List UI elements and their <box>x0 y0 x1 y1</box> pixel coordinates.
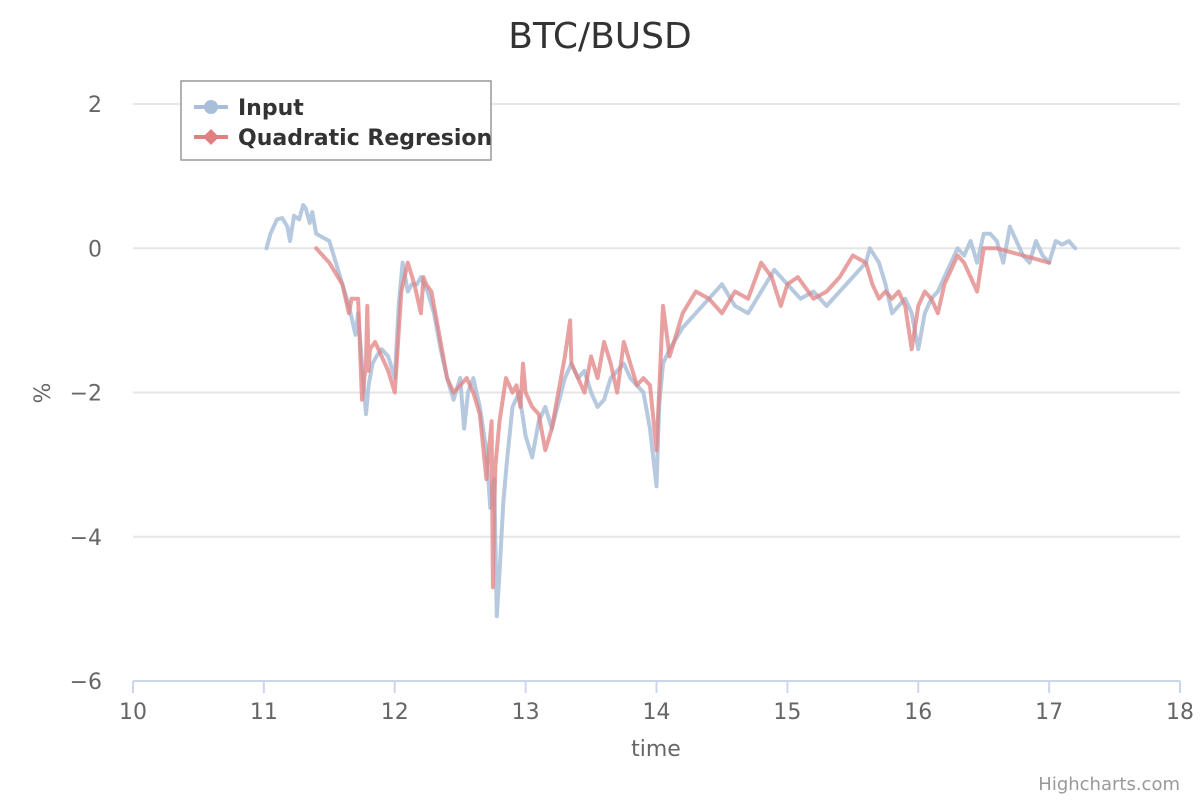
x-tick-label: 13 <box>512 700 540 725</box>
x-tick-label: 15 <box>773 700 801 725</box>
legend[interactable]: Input Quadratic Regresion <box>180 80 492 161</box>
series-line-regression[interactable] <box>314 246 1052 590</box>
y-tick-label: 0 <box>88 237 102 262</box>
legend-item-regression[interactable]: Quadratic Regresion <box>194 126 492 151</box>
y-tick-label: −4 <box>70 526 102 551</box>
legend-marker-diamond-icon <box>203 129 219 145</box>
legend-marker-circle-icon <box>204 100 218 114</box>
chart-title: BTC/BUSD <box>508 16 691 57</box>
series-layer <box>264 203 1078 619</box>
x-tick-label: 10 <box>119 700 147 725</box>
x-tick-label: 11 <box>250 700 278 725</box>
legend-label-regression: Quadratic Regresion <box>238 126 492 151</box>
legend-label-input: Input <box>238 96 304 121</box>
legend-item-input[interactable]: Input <box>194 96 304 121</box>
x-tick-label: 12 <box>381 700 409 725</box>
y-tick-labels: −6 −4 −2 0 2 <box>70 93 102 695</box>
y-tick-label: −2 <box>70 382 102 407</box>
x-axis: 10 11 12 13 14 15 16 17 18 <box>119 680 1194 725</box>
x-tick-label: 17 <box>1035 700 1063 725</box>
x-tick-label: 14 <box>643 700 671 725</box>
x-axis-title: time <box>631 737 681 762</box>
x-tick-label: 16 <box>904 700 932 725</box>
y-axis-title: % <box>31 383 56 404</box>
y-tick-label: −6 <box>70 670 102 695</box>
legend-box <box>180 80 492 161</box>
x-tick-label: 18 <box>1166 700 1194 725</box>
y-tick-label: 2 <box>88 93 102 118</box>
credits-link[interactable]: Highcharts.com <box>1038 774 1180 795</box>
